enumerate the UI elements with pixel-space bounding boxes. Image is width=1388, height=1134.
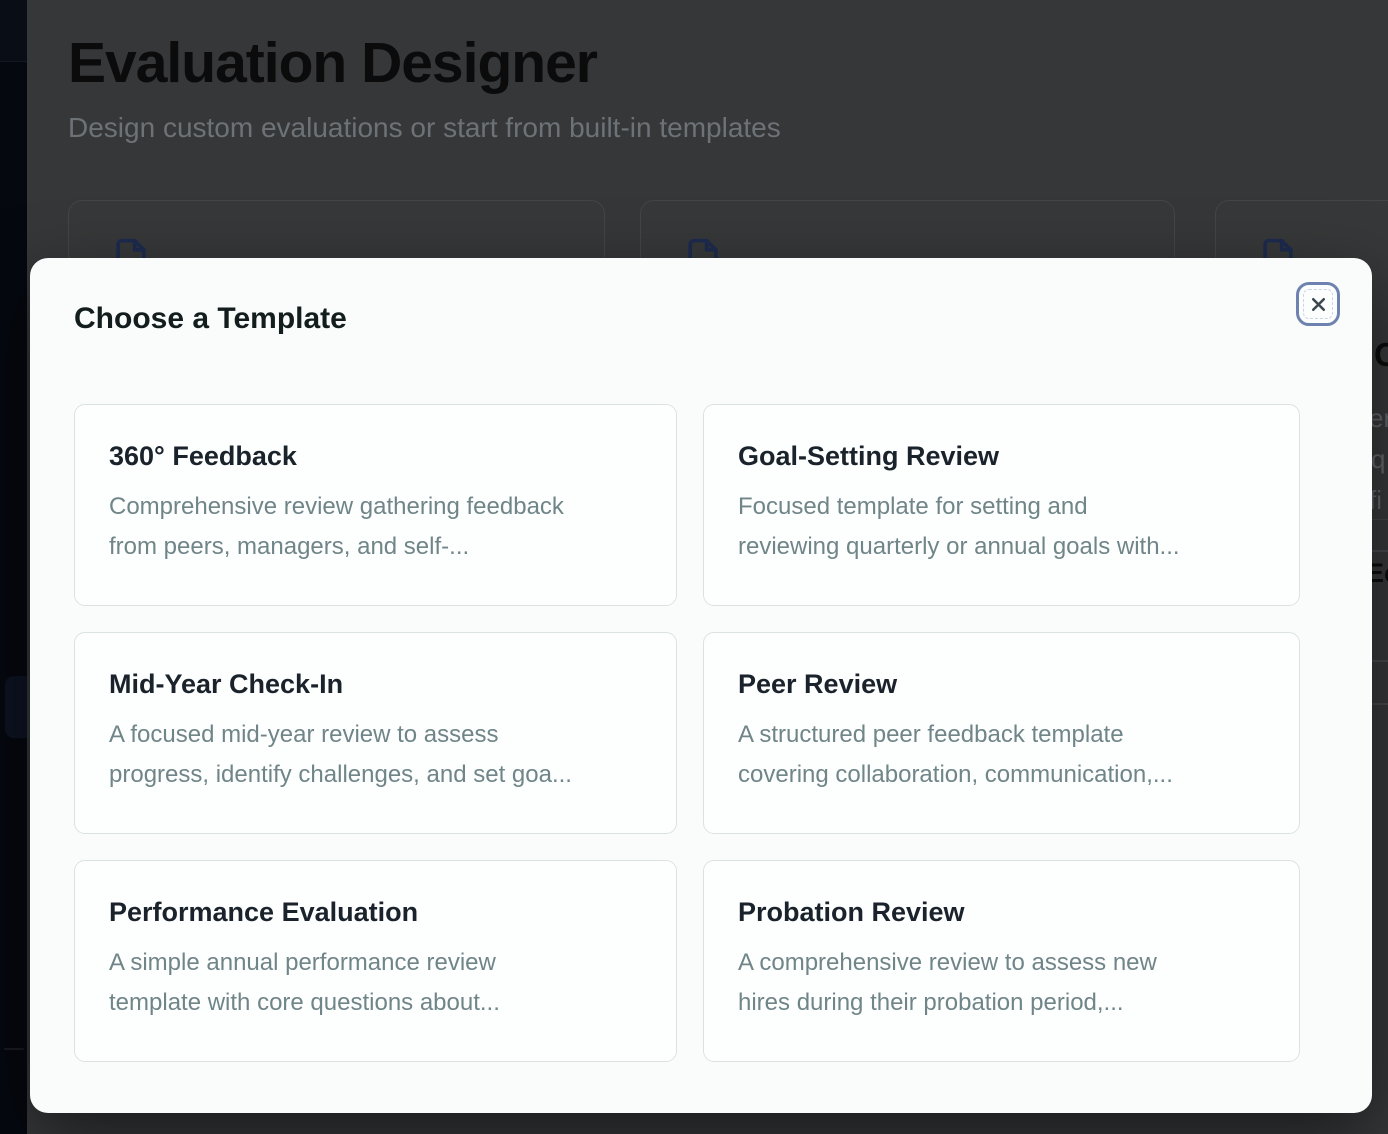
template-card-360-feedback[interactable]: 360° Feedback Comprehensive review gathe… [74, 404, 677, 606]
choose-template-modal: Choose a Template 360° Feedback Comprehe… [30, 258, 1372, 1113]
clipped-card-heading: C [1374, 336, 1388, 373]
template-description: A structured peer feedback template cove… [738, 721, 1173, 788]
template-title: Peer Review [738, 669, 898, 699]
template-card-performance-evaluation[interactable]: Performance Evaluation A simple annual p… [74, 860, 677, 1062]
close-icon [1311, 297, 1325, 311]
template-description: A comprehensive review to assess new hir… [738, 949, 1157, 1016]
sidebar-item-active [5, 676, 27, 738]
template-title: Mid-Year Check-In [109, 669, 344, 699]
clipped-text: q [1371, 444, 1386, 474]
template-card-goal-setting-review[interactable]: Goal-Setting Review Focused template for… [703, 404, 1300, 606]
template-description: Focused template for setting and reviewi… [738, 493, 1180, 560]
clipped-text: er [1369, 403, 1388, 433]
divider [4, 1048, 24, 1050]
sidebar-header [0, 0, 27, 62]
template-title: Probation Review [738, 897, 965, 927]
page-title: Evaluation Designer [68, 31, 598, 95]
template-grid: 360° Feedback Comprehensive review gathe… [74, 404, 1300, 1062]
divider [1366, 660, 1388, 662]
clipped-text: fi [1369, 485, 1382, 515]
page-subtitle: Design custom evaluations or start from … [68, 112, 781, 143]
sidebar [0, 0, 27, 1134]
template-card-probation-review[interactable]: Probation Review A comprehensive review … [703, 860, 1300, 1062]
template-title: 360° Feedback [109, 441, 297, 471]
divider [1366, 703, 1388, 705]
template-description: A simple annual performance review templ… [109, 949, 500, 1016]
template-card-mid-year-check-in[interactable]: Mid-Year Check-In A focused mid-year rev… [74, 632, 677, 834]
template-description: A focused mid-year review to assess prog… [109, 721, 572, 788]
template-title: Performance Evaluation [109, 897, 419, 927]
template-description: Comprehensive review gathering feedback … [109, 493, 564, 560]
template-card-peer-review[interactable]: Peer Review A structured peer feedback t… [703, 632, 1300, 834]
modal-title: Choose a Template [74, 302, 347, 335]
close-button[interactable] [1296, 282, 1340, 326]
template-title: Goal-Setting Review [738, 441, 1000, 471]
divider [1366, 550, 1388, 552]
